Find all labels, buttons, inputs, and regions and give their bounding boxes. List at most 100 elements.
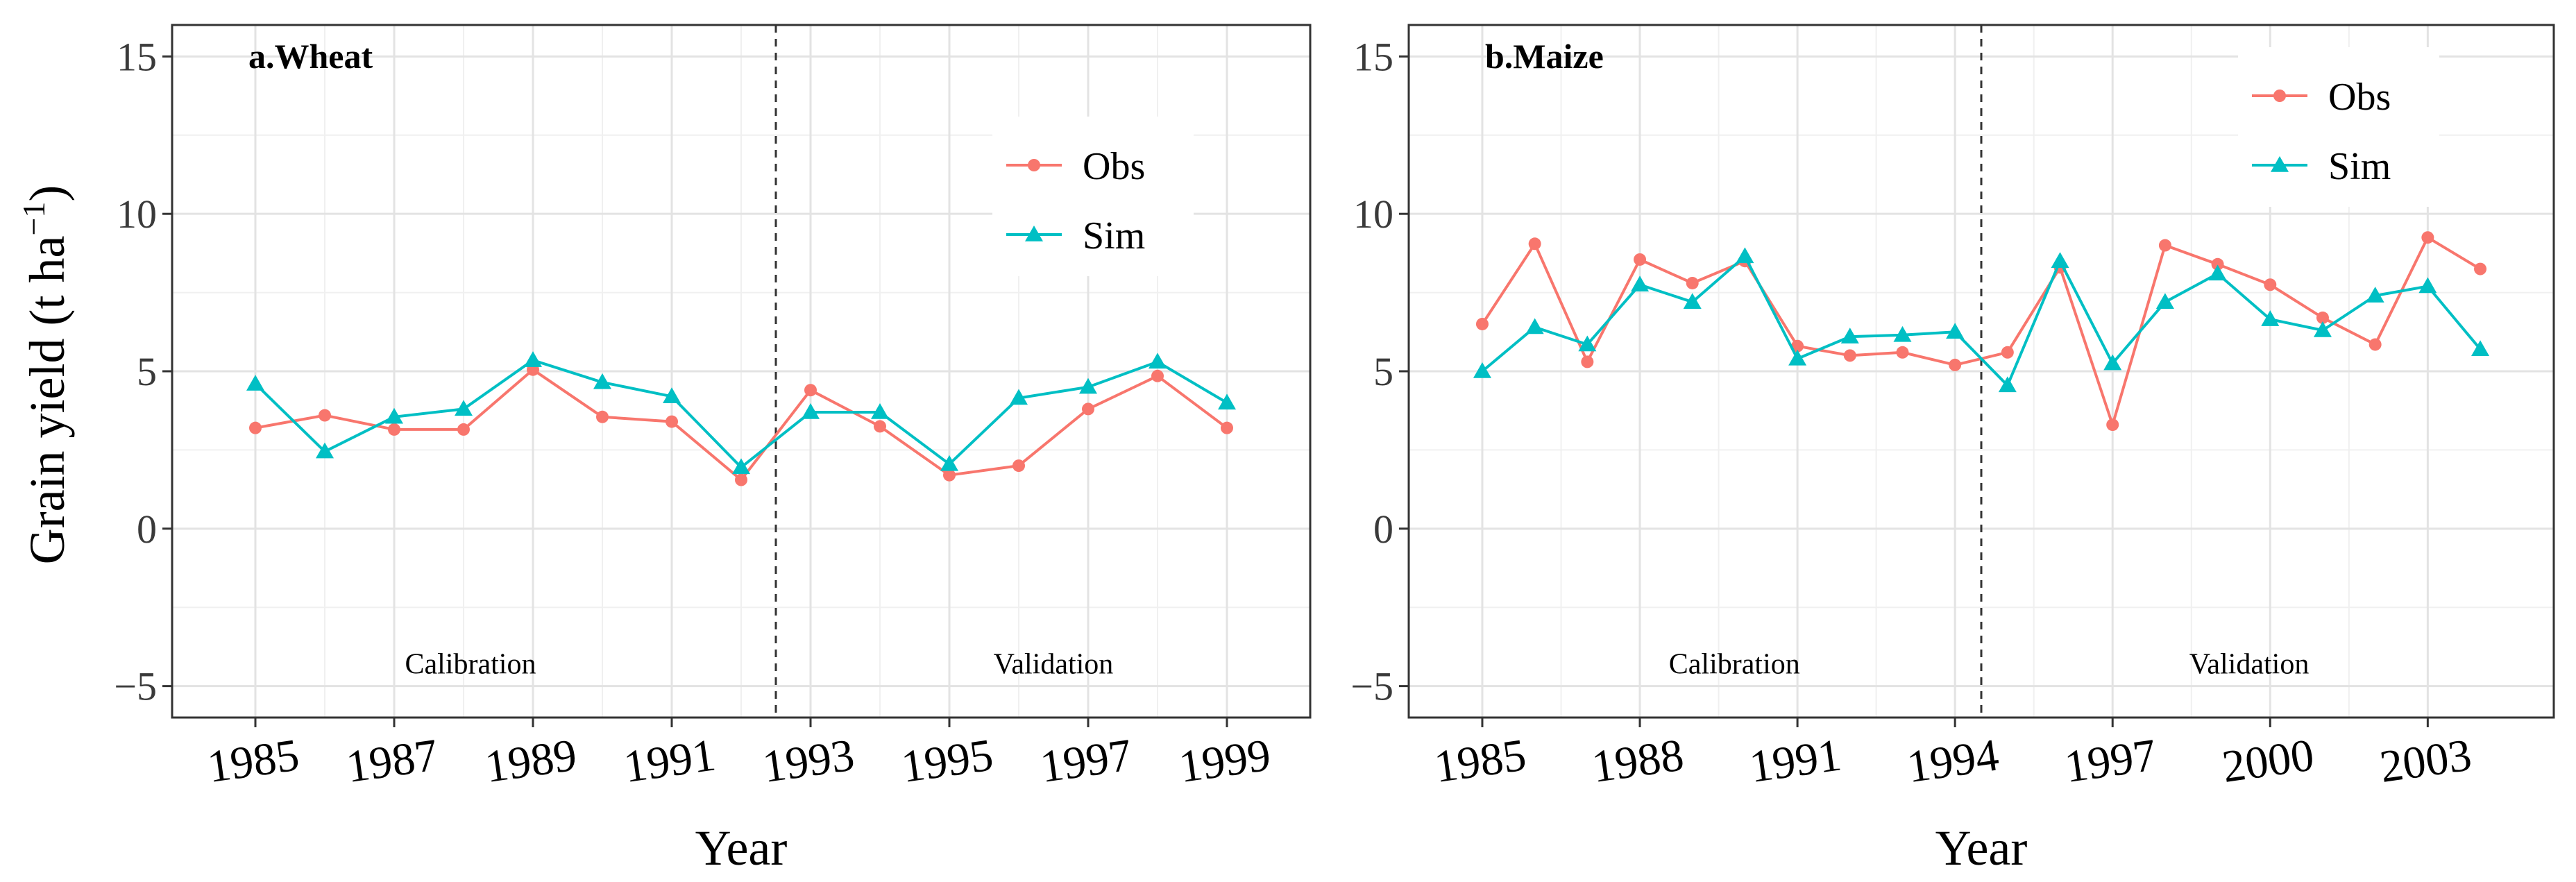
x-tick-label: 1989 bbox=[482, 729, 580, 792]
y-tick-label: 10 bbox=[117, 192, 157, 237]
data-point-obs bbox=[1581, 355, 1594, 368]
x-tick-label: 2000 bbox=[2219, 729, 2317, 792]
data-point-obs bbox=[2264, 278, 2277, 291]
data-point-sim bbox=[1578, 335, 1597, 352]
data-point-sim bbox=[871, 402, 889, 419]
data-point-sim bbox=[2155, 293, 2174, 309]
data-point-sim bbox=[1149, 353, 1167, 369]
region-annotation: Calibration bbox=[1669, 648, 1800, 680]
y-tick-label: 10 bbox=[1353, 192, 1393, 237]
panel-wheat: −5 0 5 10 15 1985 1987 1989 1991 1993 1995 1997 1999… bbox=[114, 24, 1312, 876]
data-point-obs bbox=[457, 423, 470, 436]
data-point-obs bbox=[943, 468, 956, 482]
data-point-obs bbox=[1151, 369, 1164, 382]
data-point-obs bbox=[2369, 338, 2382, 351]
y-axis-title: Grain yield (t ha−1) bbox=[16, 185, 75, 565]
data-point-sim bbox=[246, 375, 264, 391]
data-point-obs bbox=[2474, 262, 2487, 275]
data-point-obs bbox=[1843, 349, 1856, 362]
data-point-obs bbox=[1896, 346, 1909, 359]
x-tick-label: 1988 bbox=[1589, 729, 1687, 792]
data-point-sim bbox=[316, 442, 334, 459]
region-annotation: Calibration bbox=[405, 648, 536, 680]
data-point-obs bbox=[1686, 276, 1699, 289]
data-point-sim bbox=[2418, 277, 2437, 294]
legend-label-obs: Obs bbox=[1083, 145, 1145, 188]
data-point-sim bbox=[1473, 362, 1491, 378]
data-point-sim bbox=[802, 402, 820, 419]
data-point-obs bbox=[1949, 358, 1962, 371]
data-point-sim bbox=[1788, 349, 1807, 366]
panel-title: b.Maize bbox=[1485, 37, 1604, 76]
region-annotation: Validation bbox=[2189, 648, 2310, 680]
data-point-sim bbox=[2103, 354, 2122, 371]
data-point-sim bbox=[593, 373, 611, 389]
y-tick-label: 5 bbox=[1373, 349, 1393, 394]
data-point-obs bbox=[2158, 239, 2171, 252]
legend-marker-obs bbox=[1028, 159, 1040, 171]
data-point-obs bbox=[319, 409, 331, 422]
x-tick-label: 1997 bbox=[1037, 729, 1135, 792]
data-point-obs bbox=[1528, 237, 1541, 251]
data-point-sim bbox=[2208, 264, 2227, 281]
x-tick-label: 1995 bbox=[899, 729, 997, 792]
series-line-sim bbox=[1481, 254, 2482, 388]
data-point-sim bbox=[455, 400, 473, 416]
y-tick-label: −5 bbox=[1350, 664, 1393, 709]
data-point-obs bbox=[596, 410, 609, 423]
data-point-sim bbox=[1079, 378, 1097, 394]
data-point-obs bbox=[2316, 311, 2329, 324]
data-point-sim bbox=[1525, 318, 1544, 334]
x-tick-label: 2003 bbox=[2377, 729, 2475, 792]
data-point-obs bbox=[249, 421, 262, 434]
data-point-sim bbox=[2366, 287, 2384, 303]
x-tick-label: 1985 bbox=[205, 729, 303, 792]
x-axis-title: Year bbox=[695, 820, 788, 876]
data-point-obs bbox=[1634, 253, 1647, 266]
data-point-sim bbox=[1840, 328, 1859, 344]
panel-maize: −5 0 5 10 15 1985 1988 1991 1994 1997 2000 2003 Year… bbox=[1350, 24, 2555, 876]
legend-label-sim: Sim bbox=[2328, 145, 2391, 188]
x-tick-label: 1991 bbox=[1747, 729, 1845, 792]
data-point-sim bbox=[524, 351, 542, 367]
data-point-sim bbox=[2471, 340, 2490, 356]
legend-background bbox=[2238, 47, 2439, 207]
data-point-obs bbox=[1082, 402, 1094, 416]
y-tick-label: 15 bbox=[1353, 34, 1393, 79]
y-tick-label: 5 bbox=[137, 349, 157, 394]
legend-label-sim: Sim bbox=[1083, 214, 1145, 257]
data-point-sim bbox=[385, 407, 403, 424]
data-point-obs bbox=[666, 415, 678, 428]
data-point-sim bbox=[940, 455, 958, 471]
x-tick-label: 1985 bbox=[1432, 729, 1530, 792]
legend-marker-sim bbox=[1025, 226, 1043, 241]
legend: Obs Sim bbox=[992, 117, 1194, 276]
data-point-sim bbox=[2051, 252, 2069, 268]
data-point-obs bbox=[735, 473, 747, 486]
y-tick-label: 0 bbox=[1373, 507, 1393, 552]
data-point-sim bbox=[1631, 275, 1650, 291]
legend-label-obs: Obs bbox=[2328, 76, 2391, 119]
data-point-sim bbox=[732, 458, 750, 475]
x-tick-label: 1991 bbox=[621, 729, 719, 792]
y-tick-label: 0 bbox=[137, 507, 157, 552]
data-point-obs bbox=[1475, 317, 1489, 330]
data-point-obs bbox=[1221, 421, 1233, 434]
data-point-sim bbox=[1946, 323, 1965, 339]
data-point-obs bbox=[388, 423, 400, 436]
data-point-sim bbox=[1893, 325, 1912, 342]
x-axis-title: Year bbox=[1935, 820, 2028, 876]
data-point-sim bbox=[2313, 321, 2332, 337]
legend-background bbox=[992, 117, 1194, 276]
data-point-obs bbox=[2211, 257, 2224, 271]
data-point-obs bbox=[2001, 346, 2014, 359]
region-annotation: Validation bbox=[994, 648, 1114, 680]
data-point-sim bbox=[663, 387, 681, 404]
legend-marker-sim bbox=[2271, 156, 2289, 172]
data-point-obs bbox=[804, 384, 817, 397]
legend: Obs Sim bbox=[2238, 47, 2439, 207]
data-point-sim bbox=[1736, 247, 1754, 264]
x-tick-label: 1994 bbox=[1904, 729, 2002, 792]
data-point-obs bbox=[1791, 339, 1804, 353]
